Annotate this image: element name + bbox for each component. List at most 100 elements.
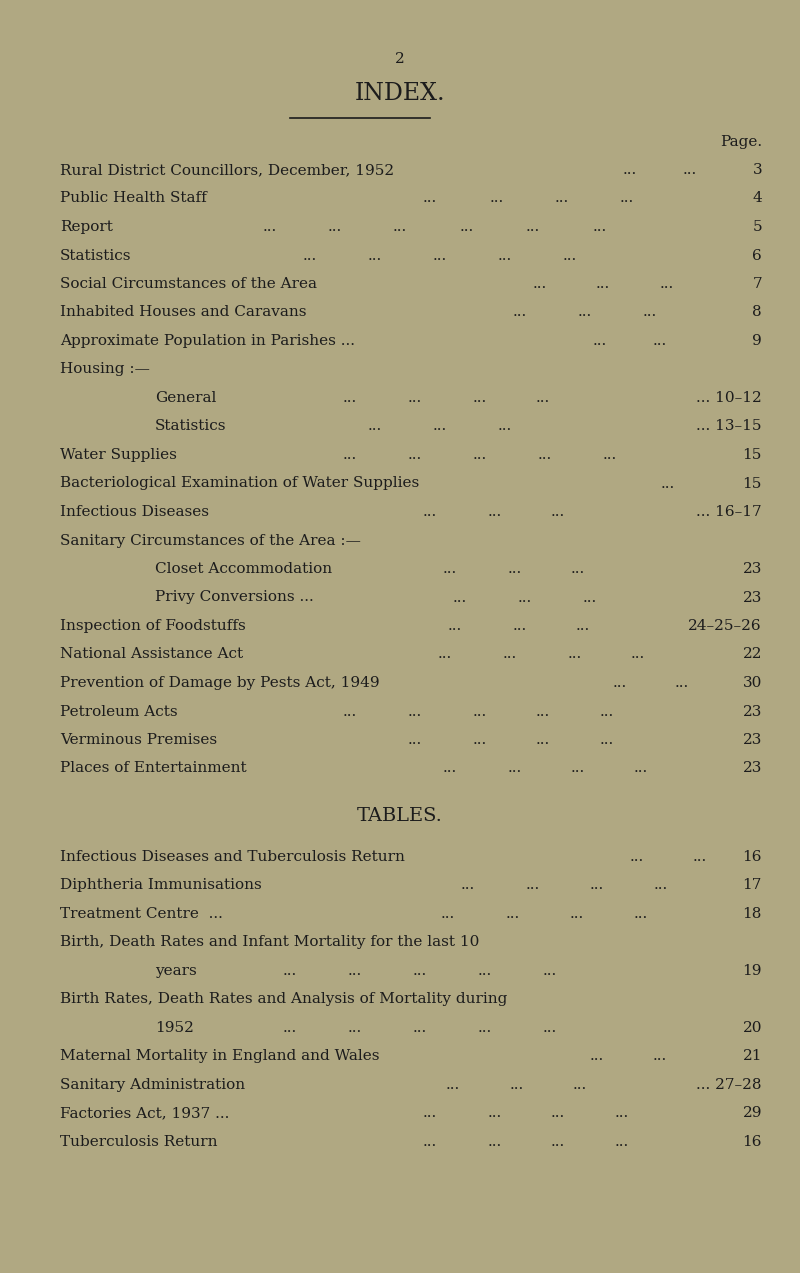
Text: ...: ...	[555, 191, 569, 205]
Text: Infectious Diseases and Tuberculosis Return: Infectious Diseases and Tuberculosis Ret…	[60, 850, 405, 864]
Text: Petroleum Acts: Petroleum Acts	[60, 704, 178, 718]
Text: 15: 15	[742, 448, 762, 462]
Text: ...: ...	[506, 906, 520, 920]
Text: ...: ...	[596, 278, 610, 292]
Text: ...: ...	[590, 1049, 604, 1063]
Text: ...: ...	[593, 334, 607, 348]
Text: ...: ...	[448, 619, 462, 633]
Text: ...: ...	[571, 761, 585, 775]
Text: ...: ...	[631, 648, 645, 662]
Text: ...: ...	[510, 1078, 524, 1092]
Text: ...: ...	[536, 391, 550, 405]
Text: ...: ...	[518, 591, 532, 605]
Text: 29: 29	[742, 1106, 762, 1120]
Text: ...: ...	[368, 248, 382, 262]
Text: ...: ...	[526, 878, 540, 892]
Text: Privy Conversions ...: Privy Conversions ...	[155, 591, 314, 605]
Text: ...: ...	[613, 676, 627, 690]
Text: 19: 19	[742, 964, 762, 978]
Text: ...: ...	[498, 248, 512, 262]
Text: ...: ...	[576, 619, 590, 633]
Text: ...: ...	[478, 964, 492, 978]
Text: ...: ...	[408, 733, 422, 747]
Text: Sanitary Administration: Sanitary Administration	[60, 1078, 245, 1092]
Text: ...: ...	[508, 561, 522, 575]
Text: General: General	[155, 391, 216, 405]
Text: ...: ...	[473, 448, 487, 462]
Text: ...: ...	[443, 561, 457, 575]
Text: Diphtheria Immunisations: Diphtheria Immunisations	[60, 878, 262, 892]
Text: Tuberculosis Return: Tuberculosis Return	[60, 1134, 218, 1148]
Text: 6: 6	[752, 248, 762, 262]
Text: ...: ...	[488, 1134, 502, 1148]
Text: ...: ...	[533, 278, 547, 292]
Text: ... 16–17: ... 16–17	[696, 505, 762, 519]
Text: ...: ...	[571, 561, 585, 575]
Text: Sanitary Circumstances of the Area :—: Sanitary Circumstances of the Area :—	[60, 533, 361, 547]
Text: ...: ...	[573, 1078, 587, 1092]
Text: Inhabited Houses and Caravans: Inhabited Houses and Caravans	[60, 306, 306, 320]
Text: ...: ...	[488, 505, 502, 519]
Text: Factories Act, 1937 ...: Factories Act, 1937 ...	[60, 1106, 230, 1120]
Text: ...: ...	[283, 1021, 297, 1035]
Text: Inspection of Foodstuffs: Inspection of Foodstuffs	[60, 619, 246, 633]
Text: 20: 20	[742, 1021, 762, 1035]
Text: ...: ...	[473, 391, 487, 405]
Text: Bacteriological Examination of Water Supplies: Bacteriological Examination of Water Sup…	[60, 476, 419, 490]
Text: ...: ...	[615, 1106, 629, 1120]
Text: Rural District Councillors, December, 1952: Rural District Councillors, December, 19…	[60, 163, 394, 177]
Text: ...: ...	[643, 306, 657, 320]
Text: ...: ...	[675, 676, 689, 690]
Text: ...: ...	[543, 1021, 557, 1035]
Text: 15: 15	[742, 476, 762, 490]
Text: ...: ...	[551, 1134, 565, 1148]
Text: ...: ...	[583, 591, 597, 605]
Text: 16: 16	[742, 1134, 762, 1148]
Text: 24–25–26: 24–25–26	[688, 619, 762, 633]
Text: Birth Rates, Death Rates and Analysis of Mortality during: Birth Rates, Death Rates and Analysis of…	[60, 993, 507, 1007]
Text: ...: ...	[408, 391, 422, 405]
Text: 23: 23	[742, 591, 762, 605]
Text: ...: ...	[408, 448, 422, 462]
Text: ...: ...	[368, 420, 382, 434]
Text: ... 13–15: ... 13–15	[697, 420, 762, 434]
Text: 7: 7	[752, 278, 762, 292]
Text: ...: ...	[578, 306, 592, 320]
Text: ...: ...	[343, 448, 357, 462]
Text: ...: ...	[343, 704, 357, 718]
Text: 3: 3	[752, 163, 762, 177]
Text: ...: ...	[343, 391, 357, 405]
Text: ...: ...	[433, 420, 447, 434]
Text: Prevention of Damage by Pests Act, 1949: Prevention of Damage by Pests Act, 1949	[60, 676, 380, 690]
Text: ...: ...	[563, 248, 577, 262]
Text: ...: ...	[536, 704, 550, 718]
Text: 1952: 1952	[155, 1021, 194, 1035]
Text: ...: ...	[568, 648, 582, 662]
Text: ...: ...	[473, 733, 487, 747]
Text: 5: 5	[752, 220, 762, 234]
Text: ...: ...	[443, 761, 457, 775]
Text: ...: ...	[536, 733, 550, 747]
Text: ...: ...	[303, 248, 317, 262]
Text: ...: ...	[423, 1134, 437, 1148]
Text: 21: 21	[742, 1049, 762, 1063]
Text: ...: ...	[551, 1106, 565, 1120]
Text: ...: ...	[551, 505, 565, 519]
Text: ...: ...	[503, 648, 517, 662]
Text: 23: 23	[742, 561, 762, 575]
Text: ...: ...	[630, 850, 644, 864]
Text: ...: ...	[461, 878, 475, 892]
Text: Places of Entertainment: Places of Entertainment	[60, 761, 246, 775]
Text: 23: 23	[742, 761, 762, 775]
Text: Verminous Premises: Verminous Premises	[60, 733, 217, 747]
Text: ...: ...	[653, 1049, 667, 1063]
Text: 22: 22	[742, 648, 762, 662]
Text: National Assistance Act: National Assistance Act	[60, 648, 243, 662]
Text: ...: ...	[593, 220, 607, 234]
Text: Birth, Death Rates and Infant Mortality for the last 10: Birth, Death Rates and Infant Mortality …	[60, 936, 479, 950]
Text: 18: 18	[742, 906, 762, 920]
Text: 9: 9	[752, 334, 762, 348]
Text: ...: ...	[615, 1134, 629, 1148]
Text: ...: ...	[634, 906, 648, 920]
Text: Water Supplies: Water Supplies	[60, 448, 177, 462]
